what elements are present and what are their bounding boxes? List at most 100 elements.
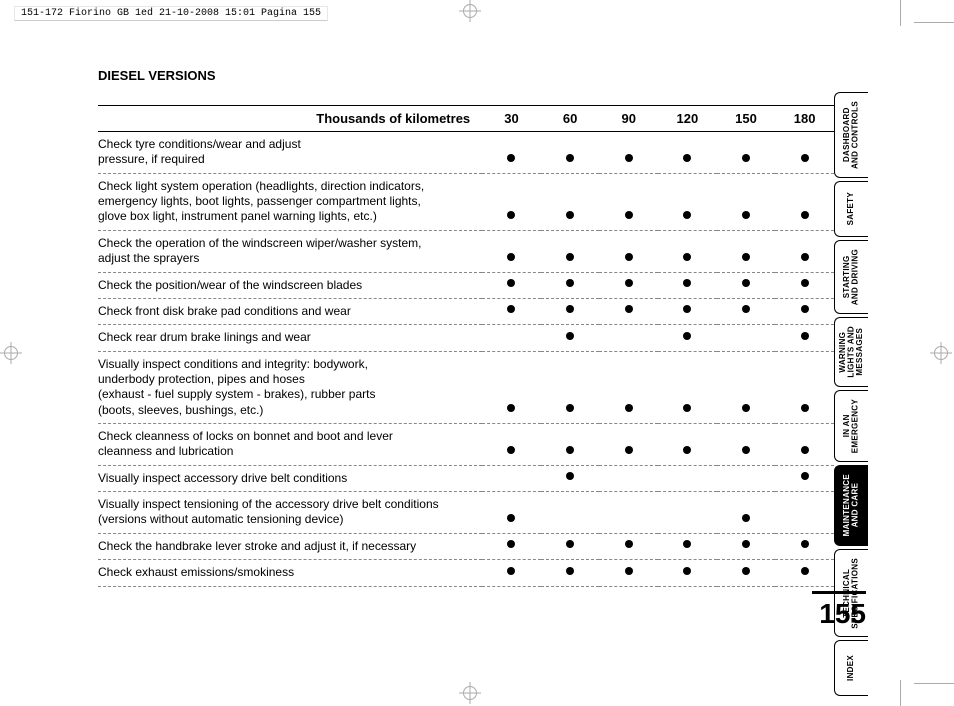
dot-icon <box>507 279 515 287</box>
row-label: Visually inspect tensioning of the acces… <box>98 492 482 534</box>
schedule-cell <box>541 132 600 174</box>
page-number: 155 <box>812 591 866 630</box>
dot-icon <box>801 253 809 261</box>
dot-icon <box>507 211 515 219</box>
schedule-cell <box>775 351 834 423</box>
schedule-cell <box>658 298 717 324</box>
dot-icon <box>801 305 809 313</box>
schedule-cell <box>658 272 717 298</box>
schedule-cell <box>775 272 834 298</box>
schedule-cell <box>658 492 717 534</box>
schedule-cell <box>717 230 776 272</box>
reg-mark-icon <box>934 346 948 360</box>
dot-icon <box>566 253 574 261</box>
schedule-cell <box>482 424 541 466</box>
dot-icon <box>507 253 515 261</box>
table-row: Visually inspect tensioning of the acces… <box>98 492 834 534</box>
dot-icon <box>566 404 574 412</box>
schedule-cell <box>775 173 834 230</box>
section-tab[interactable]: IN AN EMERGENCY <box>834 390 868 462</box>
section-tab[interactable]: SAFETY <box>834 181 868 237</box>
schedule-cell <box>482 230 541 272</box>
schedule-cell <box>599 351 658 423</box>
schedule-cell <box>658 465 717 491</box>
dot-icon <box>683 567 691 575</box>
schedule-cell <box>541 560 600 586</box>
print-header-text: 151-172 Fiorino GB 1ed 21-10-2008 15:01 … <box>21 8 321 19</box>
print-header: 151-172 Fiorino GB 1ed 21-10-2008 15:01 … <box>14 6 328 21</box>
schedule-cell <box>717 533 776 559</box>
col-header: 30 <box>482 106 541 132</box>
col-header: 60 <box>541 106 600 132</box>
dot-icon <box>507 540 515 548</box>
schedule-cell <box>599 173 658 230</box>
schedule-cell <box>599 465 658 491</box>
schedule-cell <box>717 173 776 230</box>
dot-icon <box>507 305 515 313</box>
reg-mark-icon <box>4 346 18 360</box>
section-tab[interactable]: STARTING AND DRIVING <box>834 240 868 314</box>
dot-icon <box>742 514 750 522</box>
dot-icon <box>801 332 809 340</box>
schedule-cell <box>658 560 717 586</box>
dot-icon <box>625 305 633 313</box>
row-label: Check exhaust emissions/smokiness <box>98 560 482 586</box>
dot-icon <box>566 332 574 340</box>
schedule-cell <box>482 465 541 491</box>
section-tab[interactable]: WARNING LIGHTS AND MESSAGES <box>834 317 868 387</box>
dot-icon <box>801 446 809 454</box>
schedule-cell <box>717 325 776 351</box>
schedule-cell <box>658 351 717 423</box>
dot-icon <box>625 154 633 162</box>
section-title: DIESEL VERSIONS <box>98 68 834 83</box>
schedule-cell <box>599 272 658 298</box>
section-tab-label: MAINTENANCE AND CARE <box>843 474 860 536</box>
dot-icon <box>801 540 809 548</box>
schedule-cell <box>775 533 834 559</box>
table-row: Check the position/wear of the windscree… <box>98 272 834 298</box>
dot-icon <box>625 567 633 575</box>
table-row: Check the handbrake lever stroke and adj… <box>98 533 834 559</box>
table-row: Check rear drum brake linings and wear <box>98 325 834 351</box>
col-header: 90 <box>599 106 658 132</box>
col-header: 180 <box>775 106 834 132</box>
dot-icon <box>507 514 515 522</box>
col-header: 120 <box>658 106 717 132</box>
dot-icon <box>742 305 750 313</box>
schedule-cell <box>775 132 834 174</box>
row-label: Check the operation of the windscreen wi… <box>98 230 482 272</box>
dot-icon <box>801 211 809 219</box>
schedule-cell <box>717 465 776 491</box>
crop-mark <box>914 22 954 23</box>
schedule-cell <box>482 325 541 351</box>
section-tab[interactable]: DASHBOARD AND CONTROLS <box>834 92 868 178</box>
schedule-cell <box>775 230 834 272</box>
dot-icon <box>566 472 574 480</box>
dot-icon <box>742 567 750 575</box>
schedule-cell <box>541 230 600 272</box>
dot-icon <box>742 446 750 454</box>
dot-icon <box>566 305 574 313</box>
schedule-cell <box>599 132 658 174</box>
section-tab-label: INDEX <box>847 655 855 681</box>
dot-icon <box>683 154 691 162</box>
schedule-cell <box>658 230 717 272</box>
dot-icon <box>742 211 750 219</box>
dot-icon <box>566 567 574 575</box>
crop-mark <box>900 0 901 26</box>
table-row: Check light system operation (headlights… <box>98 173 834 230</box>
schedule-cell <box>717 272 776 298</box>
dot-icon <box>566 211 574 219</box>
reg-mark-icon <box>463 4 477 18</box>
section-tab[interactable]: INDEX <box>834 640 868 696</box>
section-tab[interactable]: MAINTENANCE AND CARE <box>834 465 868 545</box>
table-row: Visually inspect accessory drive belt co… <box>98 465 834 491</box>
schedule-cell <box>717 560 776 586</box>
schedule-cell <box>775 325 834 351</box>
schedule-cell <box>541 351 600 423</box>
schedule-cell <box>717 492 776 534</box>
schedule-cell <box>541 272 600 298</box>
dot-icon <box>566 446 574 454</box>
crop-mark <box>914 683 954 684</box>
dot-icon <box>566 540 574 548</box>
